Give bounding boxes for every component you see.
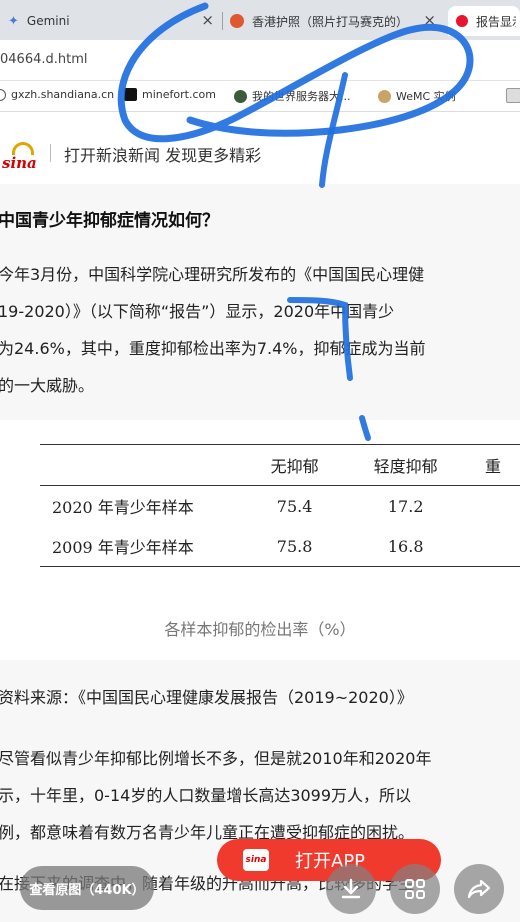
column-header: 重	[485, 457, 502, 476]
tab-report[interactable]: 报告显示	[448, 6, 520, 36]
table-cell: 75.8	[276, 536, 313, 556]
paragraph-line: 今年3月份，中国科学院心理研究所发布的《中国国民心理健	[0, 265, 425, 284]
share-icon	[467, 879, 491, 899]
tab-separator	[222, 12, 223, 30]
table-cell	[466, 526, 520, 567]
tab-title: 报告显示	[476, 14, 516, 29]
column-header: 无抑郁	[270, 457, 319, 476]
table-figure[interactable]: 无抑郁 轻度抑郁 重 2020 年青少年样本 75.4 17.2 2009 年青…	[0, 420, 520, 660]
table-cell	[466, 486, 520, 527]
tab-title: 香港护照（照片打马赛克的）	[252, 14, 409, 29]
wemc-icon	[378, 89, 391, 103]
open-sina-news-link[interactable]: 打开新浪新闻 发现更多精彩	[64, 146, 262, 165]
bookmarks-bar: gxzh.shandiana.cn minefort.com 我的世界服务器大.…	[0, 81, 520, 112]
globe-icon	[0, 88, 6, 101]
table-cell: 16.8	[387, 536, 424, 556]
grid-icon	[405, 879, 425, 899]
bookmark-label: WeMC 实例	[396, 90, 456, 103]
table-cell: 75.4	[276, 496, 313, 516]
table-cell: 2009 年青少年样本	[52, 538, 194, 557]
table-row: 2020 年青少年样本 75.4 17.2	[40, 486, 520, 527]
table-row: 2009 年青少年样本 75.8 16.8	[40, 526, 520, 567]
grid-button[interactable]	[390, 864, 440, 914]
section-heading: 中国青少年抑郁症情况如何？	[0, 211, 219, 231]
weibo-icon	[456, 15, 468, 27]
bookmark-item[interactable]	[506, 88, 520, 103]
paragraph-2: 尽管看似青少年抑郁比例增长不多，但是就2010年和2020年 示，十年里，0-1…	[0, 740, 431, 851]
table-header-row: 无抑郁 轻度抑郁 重	[40, 445, 520, 486]
table-cell: 2020 年青少年样本	[52, 498, 194, 517]
sina-logo-text: sina	[2, 154, 37, 172]
bookmark-label: gxzh.shandiana.cn	[11, 88, 115, 101]
duckduckgo-icon	[230, 14, 244, 28]
table-cell: 17.2	[387, 496, 424, 516]
bookmark-label: minefort.com	[142, 88, 216, 101]
browser-tab-bar: ✦ Gemini × 香港护照（照片打马赛克的） × 报告显示	[0, 0, 520, 40]
folder-icon	[506, 88, 520, 103]
bookmark-item[interactable]: minefort.com	[124, 88, 216, 101]
paragraph-line: 例，都意味着有数万名青少年儿童正在遭受抑郁症的困扰。	[0, 823, 415, 842]
column-header	[40, 445, 244, 486]
server-icon	[234, 89, 247, 103]
download-button[interactable]	[326, 864, 376, 914]
tab-title: Gemini	[26, 14, 70, 28]
data-table: 无抑郁 轻度抑郁 重 2020 年青少年样本 75.4 17.2 2009 年青…	[40, 444, 520, 570]
share-button[interactable]	[454, 864, 504, 914]
close-icon[interactable]: ×	[423, 11, 436, 29]
url-text[interactable]: 04664.d.html	[0, 52, 88, 67]
paragraph-line: 的一大威胁。	[0, 376, 95, 395]
source-note: 资料来源：《中国国民心理健康发展报告（2019~2020）》	[0, 688, 413, 707]
sina-app-icon: sina	[243, 849, 269, 871]
paragraph-line: 为24.6%，其中，重度抑郁检出率为7.4%，抑郁症成为当前	[0, 339, 426, 358]
sina-logo: sina	[0, 132, 42, 172]
tab-gemini[interactable]: ✦ Gemini ×	[8, 6, 220, 36]
header-divider	[50, 144, 51, 162]
bookmark-label: 我的世界服务器大...	[252, 90, 351, 103]
gemini-icon: ✦	[8, 13, 19, 29]
table-caption: 各样本抑郁的检出率（%）	[164, 620, 356, 639]
column-header: 轻度抑郁	[373, 457, 438, 476]
minefort-icon	[124, 88, 137, 101]
paragraph-1: 今年3月份，中国科学院心理研究所发布的《中国国民心理健 19-2020）》（以下…	[0, 256, 425, 404]
bookmark-item[interactable]: 我的世界服务器大...	[234, 88, 351, 104]
address-bar[interactable]: 04664.d.html	[0, 40, 520, 81]
sina-header[interactable]: sina 打开新浪新闻 发现更多精彩	[0, 112, 520, 184]
paragraph-line: 示，十年里，0-14岁的人口数量增长高达3099万人，所以	[0, 786, 412, 805]
sina-eye-icon	[12, 142, 34, 155]
tab-hk-passport[interactable]: 香港护照（照片打马赛克的） ×	[230, 6, 442, 36]
download-icon	[341, 878, 361, 899]
paragraph-line: 尽管看似青少年抑郁比例增长不多，但是就2010年和2020年	[0, 749, 432, 768]
view-original-button[interactable]: 查看原图（440K）	[20, 866, 154, 910]
paragraph-line: 19-2020）》（以下简称“报告”）显示，2020年中国青少	[0, 302, 395, 321]
close-icon[interactable]: ×	[201, 11, 214, 29]
bookmark-item[interactable]: gxzh.shandiana.cn	[0, 88, 114, 101]
bookmark-item[interactable]: WeMC 实例	[378, 88, 456, 104]
